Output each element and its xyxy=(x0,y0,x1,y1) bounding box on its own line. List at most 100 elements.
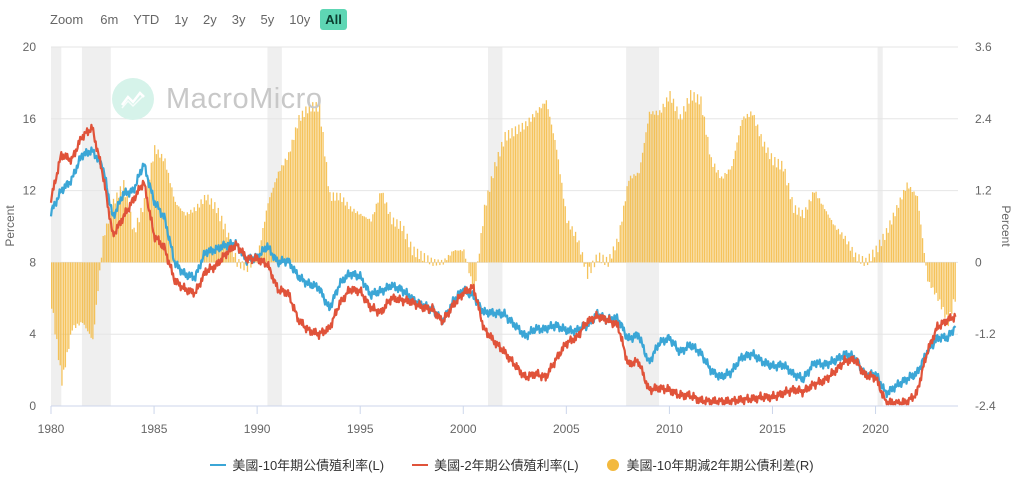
range-1y-button[interactable]: 1y xyxy=(174,12,189,27)
spread-bar xyxy=(394,226,396,263)
spread-bar xyxy=(889,220,891,263)
spread-bar xyxy=(243,262,245,271)
spread-bar xyxy=(298,115,300,263)
spread-bar xyxy=(514,126,517,263)
spread-bar xyxy=(169,183,171,263)
spread-bar xyxy=(715,172,718,263)
spread-bar xyxy=(806,209,809,263)
spread-bar xyxy=(897,207,900,263)
spread-bar xyxy=(519,131,522,263)
spread-bar xyxy=(250,262,252,268)
spread-bar xyxy=(521,122,523,263)
spread-bar xyxy=(78,262,80,326)
legend-item-10y[interactable]: 美國-10年期公債殖利率(L) xyxy=(210,455,384,474)
spread-bar xyxy=(884,239,886,263)
spread-bar xyxy=(410,241,412,263)
range-ytd-button[interactable]: YTD xyxy=(133,12,160,27)
spread-bar xyxy=(184,215,187,263)
spread-bar xyxy=(724,172,726,263)
y-tick-left: 8 xyxy=(29,255,36,269)
spread-bar xyxy=(918,210,920,263)
spread-bar xyxy=(136,217,139,263)
spread-bar xyxy=(516,134,518,263)
spread-bar xyxy=(899,197,901,263)
spread-bar xyxy=(305,106,307,263)
spread-bar xyxy=(195,211,197,263)
spread-bar xyxy=(703,116,706,263)
spread-bar xyxy=(88,262,91,334)
spread-bar xyxy=(726,174,728,263)
spread-bar xyxy=(207,194,209,263)
spread-bar xyxy=(205,200,207,263)
spread-bar xyxy=(796,214,798,263)
spread-bar xyxy=(415,257,417,263)
spread-bar xyxy=(949,262,951,312)
spread-bar xyxy=(537,112,539,263)
spread-bar xyxy=(526,126,529,263)
spread-bar xyxy=(459,249,462,263)
range-5y-button[interactable]: 5y xyxy=(260,12,275,27)
range-10y-button[interactable]: 10y xyxy=(289,12,311,27)
spread-bar xyxy=(331,200,333,263)
spread-bar xyxy=(545,100,548,263)
spread-bar xyxy=(138,222,140,263)
spread-bar xyxy=(760,134,762,263)
spread-bar xyxy=(911,191,913,263)
spread-bar xyxy=(52,262,55,313)
spread-bar xyxy=(732,158,735,263)
spread-bar xyxy=(111,212,113,263)
y-tick-left: 12 xyxy=(23,184,37,198)
spread-bar xyxy=(751,115,754,263)
spread-bar xyxy=(100,257,103,263)
spread-bar xyxy=(167,172,170,263)
spread-bar xyxy=(427,255,429,263)
spread-bar xyxy=(789,199,791,263)
spread-bar xyxy=(702,115,704,263)
spread-bar xyxy=(636,172,639,263)
spread-bar xyxy=(262,227,264,263)
spread-bar xyxy=(691,100,694,263)
spread-bar xyxy=(662,103,664,263)
range-6m-button[interactable]: 6m xyxy=(100,12,119,27)
spread-bar xyxy=(73,262,75,326)
spread-bar xyxy=(511,128,513,263)
spread-bar xyxy=(834,225,836,263)
spread-bar xyxy=(56,262,58,340)
spread-bar xyxy=(571,226,573,263)
spread-bar xyxy=(63,262,65,370)
spread-bar xyxy=(616,238,618,263)
spread-bar xyxy=(172,196,175,263)
spread-bar xyxy=(440,259,443,263)
spread-bar xyxy=(164,158,166,263)
spread-bar xyxy=(878,239,881,263)
spread-bar xyxy=(753,114,755,263)
spread-bar xyxy=(569,229,572,263)
spread-bar xyxy=(143,198,146,263)
spread-bar xyxy=(779,169,781,263)
spread-bar xyxy=(483,204,486,263)
range-3y-button[interactable]: 3y xyxy=(231,12,246,27)
spread-bar xyxy=(885,228,888,263)
spread-bar xyxy=(367,218,369,263)
spread-bar xyxy=(748,116,750,263)
spread-bar xyxy=(554,139,556,263)
range-all-button[interactable]: All xyxy=(320,9,347,30)
legend-item-spread[interactable]: 美國-10年期減2年期公債利差(R) xyxy=(606,455,814,474)
range-2y-button[interactable]: 2y xyxy=(203,12,217,27)
y-tick-left: 0 xyxy=(29,399,36,413)
spread-bar xyxy=(384,203,386,263)
spread-bar xyxy=(873,257,876,263)
spread-bar xyxy=(530,121,532,263)
spread-bar xyxy=(549,116,551,263)
y-axis-label-right: Percent xyxy=(999,205,1013,247)
spread-bar xyxy=(939,262,941,300)
spread-bar xyxy=(578,240,580,263)
spread-bar xyxy=(190,209,192,263)
spread-bar xyxy=(712,166,714,263)
spread-bar xyxy=(434,259,436,263)
spread-bar xyxy=(909,186,912,263)
spread-bar xyxy=(506,140,508,263)
spread-bar xyxy=(921,238,924,263)
spread-bar xyxy=(781,160,783,263)
legend-item-2y[interactable]: 美國-2年期公債殖利率(L) xyxy=(412,455,579,474)
